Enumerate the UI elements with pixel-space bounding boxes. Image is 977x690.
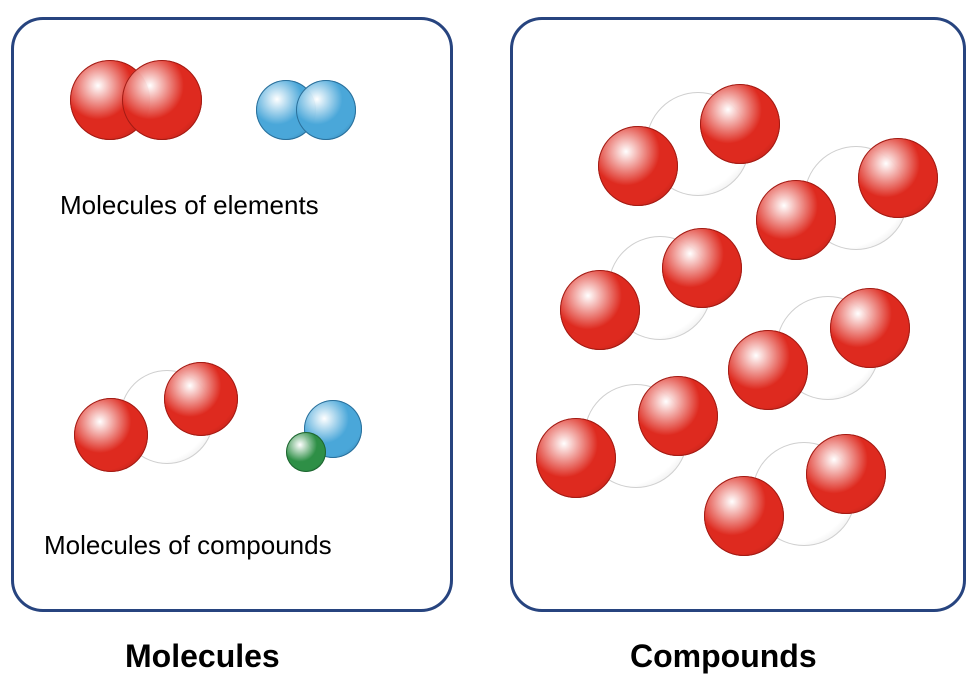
red-sphere (858, 138, 938, 218)
left-title: Molecules (125, 638, 280, 675)
elements-label: Molecules of elements (60, 190, 319, 221)
red-sphere (598, 126, 678, 206)
red-sphere (704, 476, 784, 556)
green-sphere (286, 432, 326, 472)
blue-sphere (296, 80, 356, 140)
red-sphere (728, 330, 808, 410)
red-sphere (122, 60, 202, 140)
red-sphere (806, 434, 886, 514)
red-sphere (638, 376, 718, 456)
red-sphere (164, 362, 238, 436)
red-sphere (700, 84, 780, 164)
red-sphere (74, 398, 148, 472)
red-sphere (756, 180, 836, 260)
red-sphere (536, 418, 616, 498)
red-sphere (662, 228, 742, 308)
right-title: Compounds (630, 638, 817, 675)
compounds-label: Molecules of compounds (44, 530, 332, 561)
sphere-layer (0, 0, 977, 690)
red-sphere (830, 288, 910, 368)
red-sphere (560, 270, 640, 350)
